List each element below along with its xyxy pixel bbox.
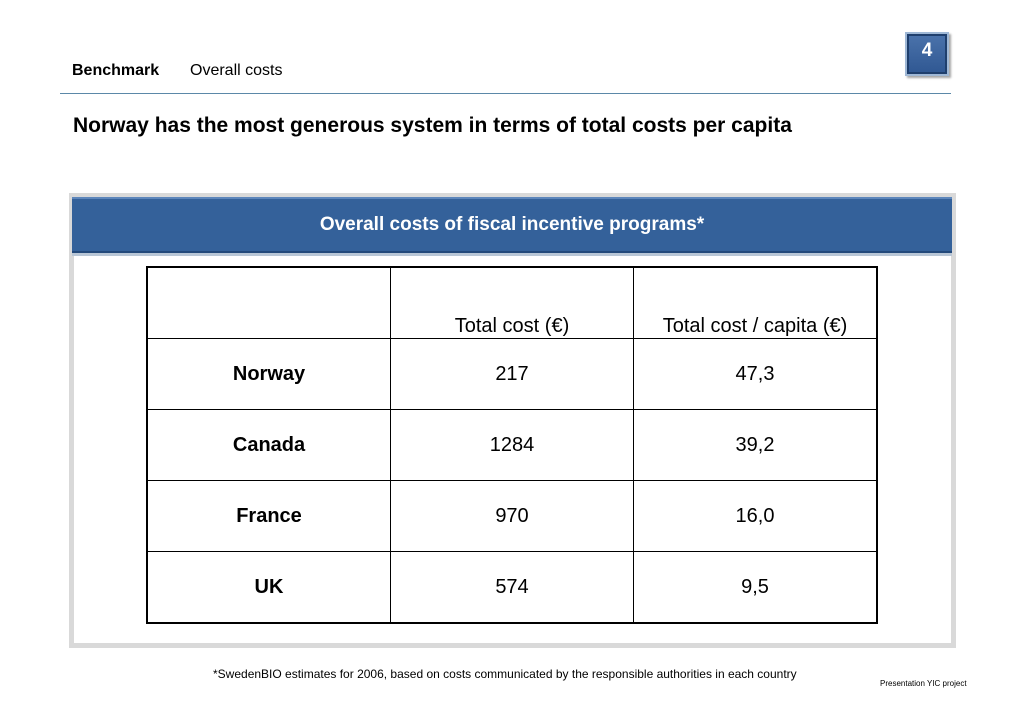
total-cost-cell: 1284 xyxy=(390,409,634,481)
panel-title: Overall costs of fiscal incentive progra… xyxy=(72,197,952,253)
total-cost-cell: 970 xyxy=(390,480,634,552)
footnote: *SwedenBIO estimates for 2006, based on … xyxy=(213,667,797,681)
country-cell: UK xyxy=(146,551,391,624)
per-capita-cell: 39,2 xyxy=(633,409,878,481)
topic-label: Overall costs xyxy=(190,62,283,79)
total-cost-cell: 574 xyxy=(390,551,634,624)
total-cost-cell: 217 xyxy=(390,338,634,410)
column-header-total-cost: Total cost (€) xyxy=(390,266,634,339)
country-cell: France xyxy=(146,480,391,552)
page-number-badge: 4 xyxy=(905,32,949,76)
table-row: UK 574 9,5 xyxy=(146,551,878,624)
column-header-blank xyxy=(146,266,391,339)
country-cell: Canada xyxy=(146,409,391,481)
section-label: Benchmark xyxy=(72,62,160,79)
header-divider xyxy=(60,93,951,94)
panel-title-shadow xyxy=(72,253,952,256)
per-capita-cell: 9,5 xyxy=(633,551,878,624)
country-cell: Norway xyxy=(146,338,391,410)
per-capita-cell: 16,0 xyxy=(633,480,878,552)
table-row: France 970 16,0 xyxy=(146,480,878,552)
costs-table: Total cost (€) Total cost / capita (€) N… xyxy=(146,266,878,624)
column-header-cost-per-capita: Total cost / capita (€) xyxy=(633,266,878,339)
per-capita-cell: 47,3 xyxy=(633,338,878,410)
footer-credit: Presentation YIC project xyxy=(880,679,967,688)
table-row: Norway 217 47,3 xyxy=(146,338,878,410)
slide-title: Norway has the most generous system in t… xyxy=(73,114,792,137)
table-row: Canada 1284 39,2 xyxy=(146,409,878,481)
table-header-row: Total cost (€) Total cost / capita (€) xyxy=(146,266,878,339)
